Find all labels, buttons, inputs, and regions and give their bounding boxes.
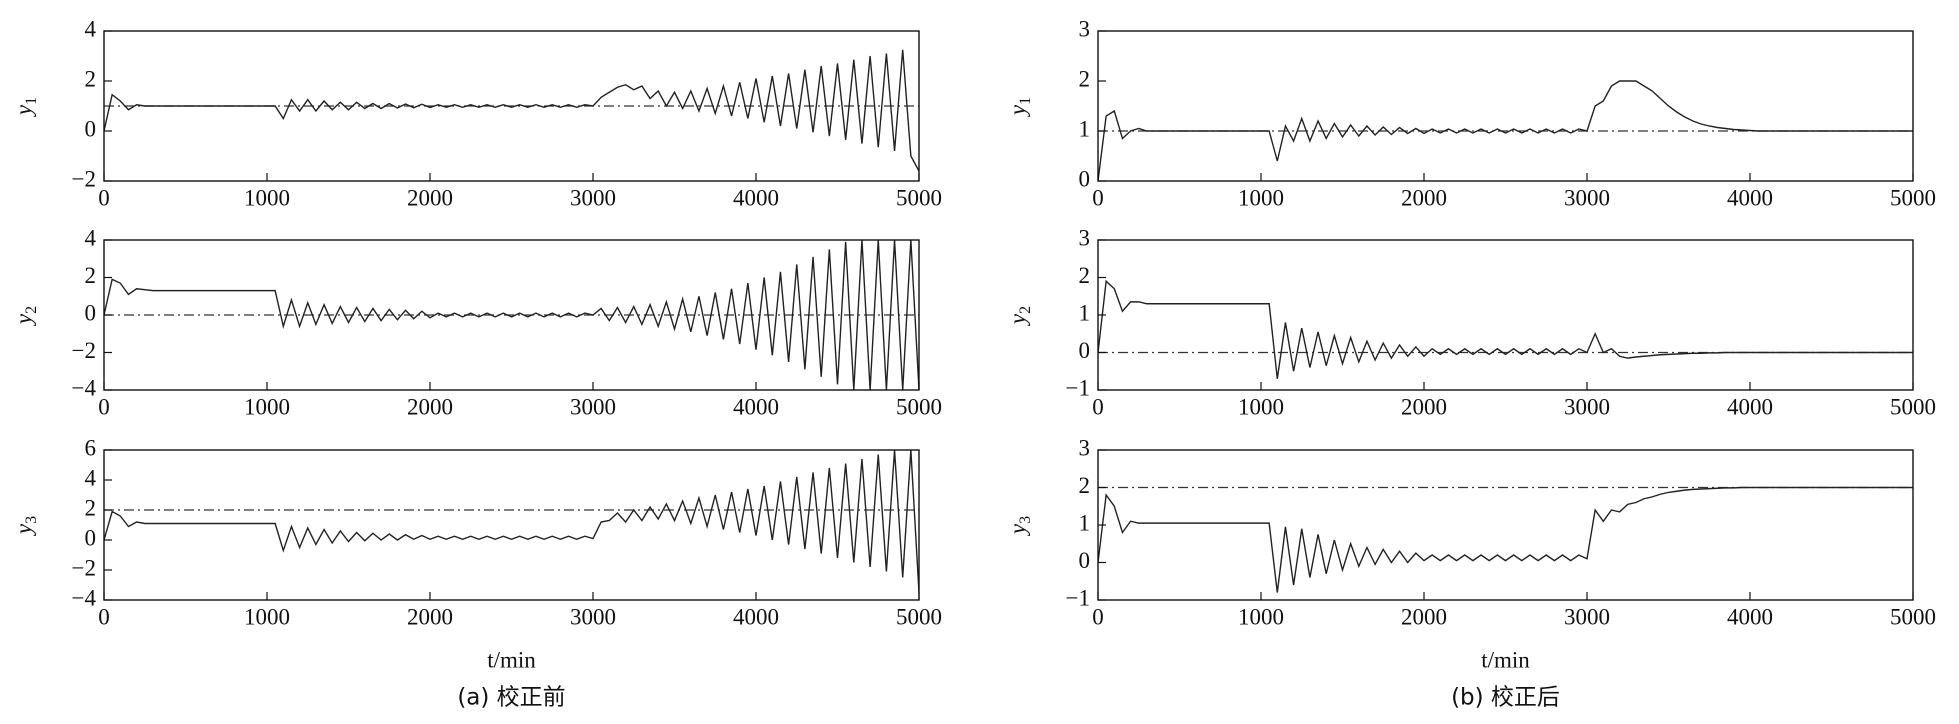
y-tick-label: 2 [1079,66,1091,91]
y-axis-label: y2 [1005,306,1033,326]
y-axis-label: y3 [1005,516,1033,536]
x-tick-label: 0 [1092,604,1104,629]
x-tick-label: 5000 [1890,185,1936,210]
x-axis-label: t/min [487,647,536,672]
x-tick-label: 3000 [570,394,616,419]
y-label-main: y [11,313,36,326]
plot-frame [103,449,920,601]
x-tick-label: 3000 [570,185,616,210]
x-tick-label: 3000 [1564,185,1610,210]
x-axis-label: t/min [1481,647,1530,672]
y-tick-label: 1 [1079,116,1091,141]
y-tick-label: 1 [1079,300,1091,325]
x-tick-label: 2000 [407,604,453,629]
x-tick-label: 1000 [244,185,290,210]
plot-frame [1097,30,1914,182]
y-tick-label: −1 [1066,585,1090,610]
y-tick-label: 3 [1079,435,1091,460]
y-tick-label: 3 [1079,16,1091,41]
x-tick-label: 4000 [733,394,779,419]
y-label-main: y [11,523,36,536]
y-tick-label: 4 [85,225,97,250]
y-tick-label: 1 [1079,510,1091,535]
y-label-main: y [1005,104,1030,117]
plot-frame [103,30,920,182]
x-tick-label: 1000 [244,604,290,629]
y-tick-label: 2 [1079,473,1091,498]
y-tick-label: 4 [85,465,97,490]
x-tick-label: 1000 [244,394,290,419]
x-tick-label: 0 [1092,394,1104,419]
plot-frame [1097,449,1914,601]
y-label-sub: 2 [1017,306,1034,314]
x-tick-label: 2000 [1401,604,1447,629]
x-tick-label: 0 [1092,185,1104,210]
y-label-sub: 1 [23,97,40,105]
y-axis-label: y3 [11,516,39,536]
x-tick-label: 0 [98,394,110,419]
y-axis-label: y2 [11,306,39,326]
plot-frame [1097,239,1914,391]
y-axis-label: y1 [1005,97,1033,117]
y-tick-label: −1 [1066,375,1090,400]
x-tick-label: 5000 [896,185,942,210]
y-tick-label: 2 [85,66,97,91]
x-tick-label: 4000 [1727,394,1773,419]
caption: (b) 校正后 [1451,685,1560,711]
x-tick-label: 0 [98,604,110,629]
y-tick-label: −2 [72,338,96,363]
y-tick-label: 0 [1079,338,1091,363]
y-tick-label: 2 [85,495,97,520]
y-label-main: y [1005,523,1030,536]
y-tick-label: 0 [1079,548,1091,573]
y-tick-label: 6 [85,435,97,460]
y-label-main: y [1005,313,1030,326]
data-line [104,450,919,593]
y-axis-label: y1 [11,97,39,117]
x-tick-label: 3000 [1564,604,1610,629]
data-line [104,240,919,390]
x-tick-label: 1000 [1238,185,1284,210]
y-tick-label: 0 [1079,166,1091,191]
y-label-sub: 3 [1017,516,1034,524]
y-tick-label: 2 [1079,263,1091,288]
x-tick-label: 2000 [407,394,453,419]
x-tick-label: 2000 [1401,394,1447,419]
y-tick-label: 0 [85,116,97,141]
x-tick-label: 5000 [1890,604,1936,629]
x-tick-label: 3000 [1564,394,1610,419]
y-tick-label: 3 [1079,225,1091,250]
y-tick-label: 2 [85,263,97,288]
x-tick-label: 4000 [1727,185,1773,210]
x-tick-label: 4000 [733,604,779,629]
y-tick-label: −2 [72,555,96,580]
y-label-sub: 1 [1017,97,1034,105]
y-tick-label: −2 [72,166,96,191]
x-tick-label: 1000 [1238,604,1284,629]
y-tick-label: 0 [85,525,97,550]
y-label-sub: 2 [23,306,40,314]
x-tick-label: 5000 [1890,394,1936,419]
data-line [1098,279,1913,379]
data-line [104,49,919,172]
y-tick-label: 4 [85,16,97,41]
x-tick-label: 3000 [570,604,616,629]
x-tick-label: 4000 [1727,604,1773,629]
caption: (a) 校正前 [457,685,565,711]
x-tick-label: 5000 [896,394,942,419]
x-tick-label: 0 [98,185,110,210]
y-label-main: y [11,104,36,117]
y-tick-label: 0 [85,300,97,325]
y-tick-label: −4 [72,585,97,610]
x-tick-label: 1000 [1238,394,1284,419]
x-tick-label: 2000 [407,185,453,210]
y-label-sub: 3 [23,516,40,524]
x-tick-label: 5000 [896,604,942,629]
data-line [1098,486,1913,593]
data-line [1098,80,1913,181]
x-tick-label: 2000 [1401,185,1447,210]
y-tick-label: −4 [72,375,97,400]
x-tick-label: 4000 [733,185,779,210]
